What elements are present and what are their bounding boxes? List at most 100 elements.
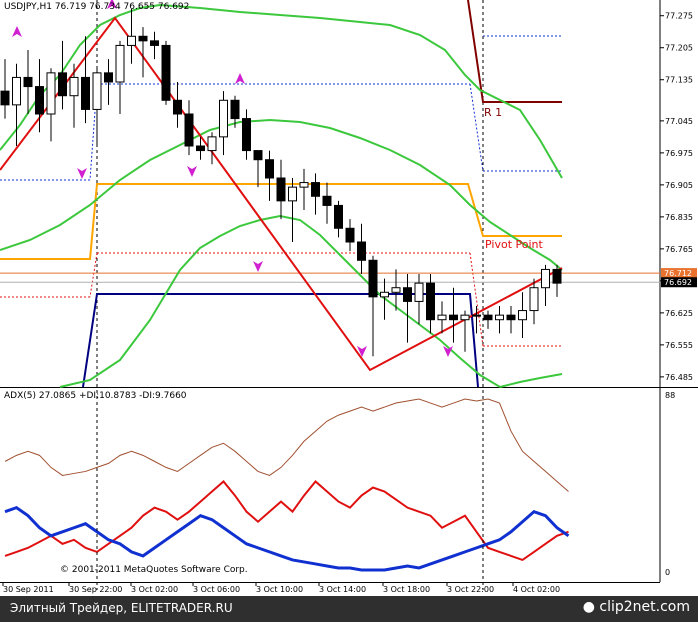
price-tick-label-6: 76.835 [665, 213, 693, 222]
candle-body-7 [81, 76, 90, 110]
price-tick-label-7: 76.765 [665, 245, 693, 254]
time-tick-label-3: 3 Oct 06:00 [193, 585, 240, 594]
price-flag-label-0: 76.712 [664, 269, 692, 278]
envelope-line-2 [59, 214, 501, 388]
price-pane [0, 0, 660, 387]
copyright-watermark: © 2001-2011 MetaQuotes Software Corp. [60, 565, 248, 575]
candle-body-15 [173, 99, 182, 115]
price-tick-label-4: 76.975 [665, 149, 693, 158]
minus-di-line [4, 505, 570, 572]
fractal-arrow-1 [235, 73, 245, 84]
clip2net-logo-text: clip2net.com [599, 599, 690, 615]
price-tick-label-5: 76.905 [665, 181, 693, 190]
candle-body-24 [276, 177, 286, 202]
envelope-line-0 [0, 3, 563, 179]
candle-body-31 [357, 241, 366, 261]
candle-body-2 [23, 76, 33, 88]
candle-body-20 [230, 99, 240, 120]
time-tick-label-5: 3 Oct 14:00 [319, 585, 366, 594]
candle-body-45 [518, 310, 527, 321]
candle-body-8 [92, 72, 102, 110]
candle-body-46 [529, 287, 539, 312]
indicator-tick-label-0: 88 [665, 391, 675, 400]
price-flag-label-1: 76.692 [664, 278, 692, 287]
r1-label: R 1 [484, 106, 502, 119]
fractal-arrow-5 [253, 261, 263, 272]
candle-body-39 [449, 314, 458, 321]
candle-body-12 [138, 35, 148, 42]
price-tick-label-1: 77.205 [665, 44, 693, 53]
candle-body-26 [299, 182, 309, 188]
indicator-header: ADX(5) 27.0865 +DI:10.8783 -DI:9.7660 [4, 391, 187, 401]
time-tick-label-7: 3 Oct 22:00 [447, 585, 494, 594]
candle-body-11 [127, 35, 136, 46]
candle-body-17 [196, 145, 205, 152]
time-tick-label-2: 3 Oct 02:00 [131, 585, 178, 594]
candle-body-5 [58, 72, 67, 97]
candle-body-28 [322, 195, 332, 206]
time-tick-label-1: 30 Sep 22:00 [69, 585, 122, 594]
candle-body-25 [288, 186, 297, 202]
pivot-dotted-connector-blue-2 [469, 83, 484, 172]
candle-body-35 [403, 287, 412, 302]
candle-body-32 [368, 259, 378, 298]
r1-line [467, 0, 562, 103]
candle-body-48 [552, 268, 562, 284]
candle-body-34 [391, 287, 401, 293]
pivot-dotted-connector-red [89, 252, 98, 298]
candle-body-38 [437, 314, 447, 321]
candle-body-37 [426, 282, 435, 321]
candle-body-22 [253, 150, 263, 161]
time-tick-label-0: 30 Sep 2011 [3, 585, 54, 594]
price-tick-label-2: 77.135 [665, 76, 693, 85]
candle-body-13 [150, 40, 159, 46]
candle-body-44 [506, 314, 516, 321]
clip2net-logo: ● clip2net.com [582, 599, 690, 615]
candle-body-47 [541, 268, 550, 289]
time-tick-label-4: 3 Oct 10:00 [256, 585, 303, 594]
envelope-line-tail [499, 373, 563, 388]
candle-body-10 [115, 44, 125, 83]
fractal-arrow-7 [443, 346, 453, 357]
candle-body-0 [0, 90, 10, 106]
price-tick-label-0: 77.275 [665, 12, 693, 21]
candle-body-1 [12, 76, 21, 106]
fractal-arrow-4 [187, 166, 197, 177]
footer-label: Элитный Трейдер, ELITETRADER.RU [10, 601, 233, 615]
indicator-tick-label-1: 0 [665, 568, 670, 577]
price-tick-label-3: 77.045 [665, 117, 693, 126]
time-tick-label-6: 3 Oct 18:00 [383, 585, 430, 594]
candle-body-9 [104, 72, 113, 83]
price-flag-bg-1 [661, 277, 697, 288]
fractal-arrow-2 [107, 0, 117, 9]
candle-body-30 [345, 227, 355, 243]
fractal-arrow-0 [12, 26, 22, 37]
s1-line [82, 293, 479, 388]
price-flag-bg-0 [661, 268, 697, 279]
time-tick-label-8: 4 Oct 02:00 [513, 585, 560, 594]
adx-line [4, 398, 569, 492]
plus-di-line [4, 480, 569, 562]
price-tick-label-9: 76.625 [665, 309, 693, 318]
candle-body-6 [69, 76, 79, 97]
symbol-header: USDJPY,H1 76.719 76.734 76.655 76.692 [4, 2, 190, 12]
indicator-pane [0, 389, 660, 582]
candle-body-19 [219, 99, 228, 138]
price-tick-label-11: 76.485 [665, 373, 693, 382]
candle-body-3 [35, 86, 44, 115]
candle-body-33 [380, 291, 389, 298]
candle-body-29 [334, 204, 343, 229]
candle-body-43 [495, 314, 504, 321]
candle-body-18 [207, 136, 217, 152]
candle-body-14 [161, 44, 171, 101]
candle-body-41 [472, 314, 481, 317]
fractal-arrow-6 [357, 346, 367, 357]
candle-body-16 [184, 113, 194, 147]
candle-body-23 [265, 159, 274, 179]
candle-body-36 [414, 282, 424, 302]
envelope-line-1 [0, 118, 563, 271]
candle-body-40 [460, 314, 470, 321]
footer-bar: Элитный Трейдер, ELITETRADER.RU ● clip2n… [0, 596, 698, 622]
pivot-point-label: Pivot Point [485, 238, 543, 251]
